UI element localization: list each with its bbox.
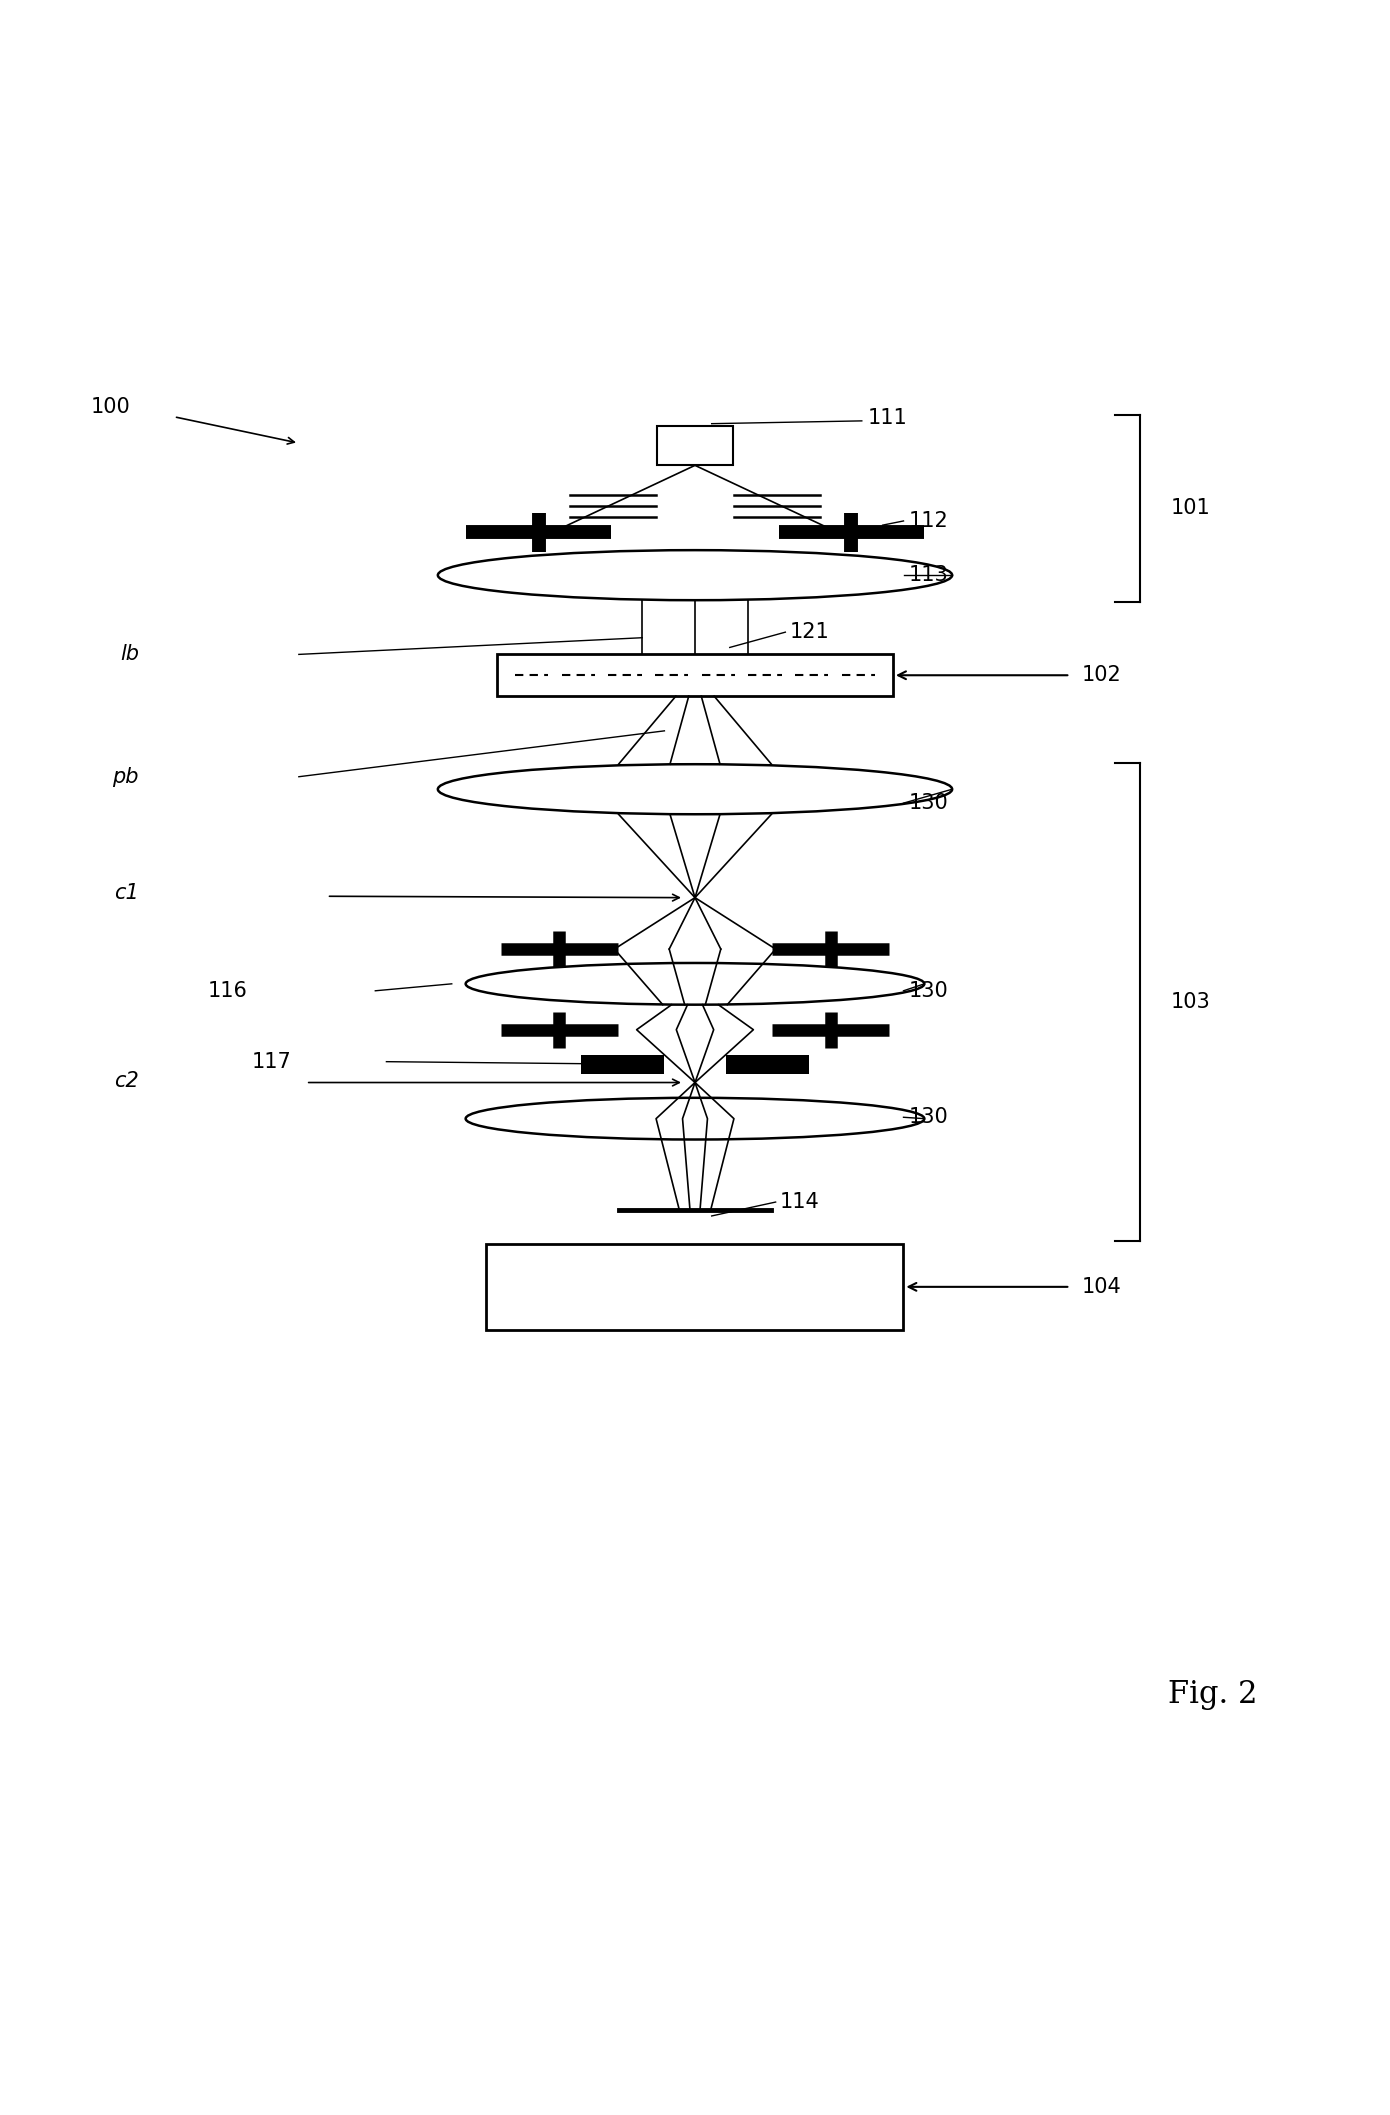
Bar: [581, 1055, 664, 1074]
Text: 116: 116: [207, 981, 247, 1000]
Text: 130: 130: [909, 1108, 949, 1127]
Text: 112: 112: [909, 512, 949, 531]
Text: 130: 130: [909, 793, 949, 812]
Bar: [726, 1055, 809, 1074]
Text: 130: 130: [909, 981, 949, 1000]
Text: 100: 100: [90, 398, 131, 417]
Text: 101: 101: [1170, 499, 1211, 518]
Bar: [486, 1244, 904, 1330]
Text: 121: 121: [790, 622, 830, 643]
Text: 111: 111: [867, 408, 908, 427]
Text: 102: 102: [1081, 666, 1122, 685]
Text: c2: c2: [114, 1070, 139, 1091]
Bar: [656, 427, 734, 465]
Text: lb: lb: [120, 645, 139, 664]
Text: c1: c1: [114, 884, 139, 903]
Text: 117: 117: [252, 1051, 292, 1072]
Bar: [498, 654, 894, 696]
Text: pb: pb: [113, 768, 139, 787]
Text: 113: 113: [909, 565, 949, 586]
Text: 114: 114: [780, 1193, 820, 1212]
Text: 103: 103: [1170, 992, 1211, 1011]
Text: Fig. 2: Fig. 2: [1168, 1679, 1257, 1709]
Text: 104: 104: [1081, 1277, 1122, 1296]
